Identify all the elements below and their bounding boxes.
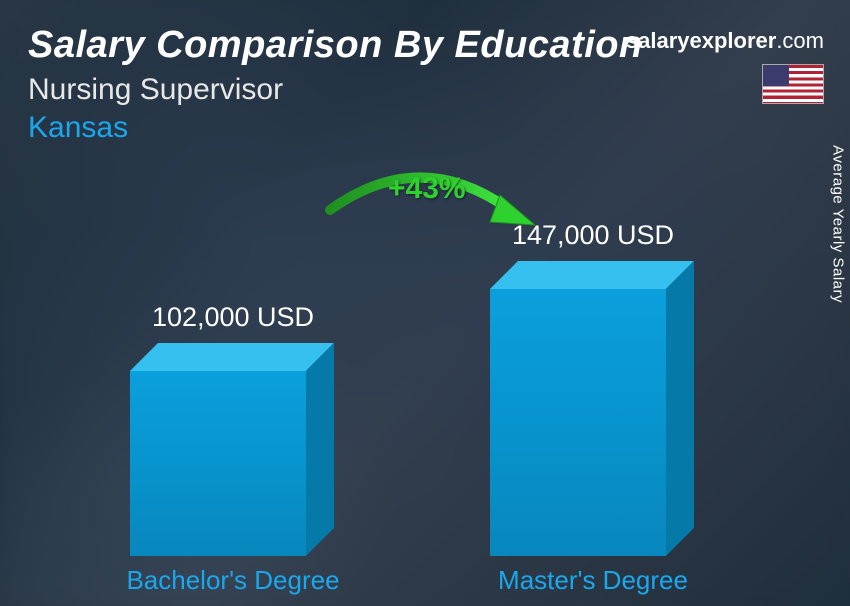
bar-front — [130, 371, 306, 556]
bar-top-face — [130, 343, 334, 371]
bar-1 — [490, 289, 666, 556]
bar-label-1: Master's Degree — [460, 565, 726, 596]
bar-label-0: Bachelor's Degree — [100, 565, 366, 596]
bar-value-0: 102,000 USD — [120, 302, 346, 333]
chart-area: 102,000 USD Bachelor's Degree 147,000 USD M… — [0, 200, 850, 606]
bar-value-1: 147,000 USD — [480, 220, 706, 251]
bar-side-face — [666, 261, 694, 556]
bar-top-face — [490, 261, 694, 289]
bar-side-face — [306, 343, 334, 556]
bar-0 — [130, 371, 306, 556]
bar-front — [490, 289, 666, 556]
content-root: Salary Comparison By Education Nursing S… — [0, 0, 850, 606]
